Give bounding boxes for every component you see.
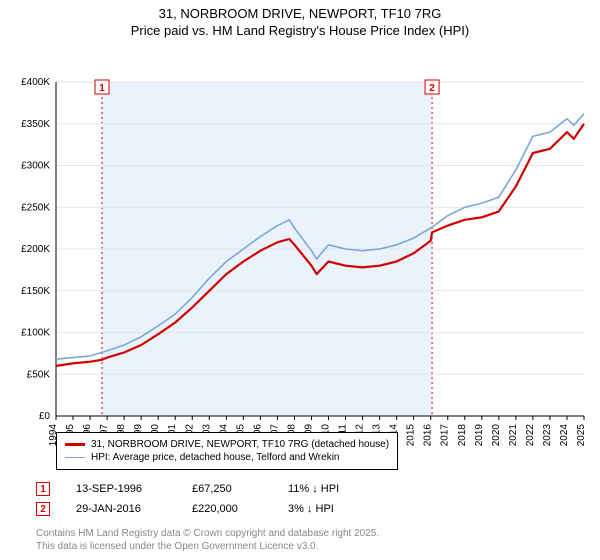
svg-text:£300K: £300K [21, 161, 50, 172]
transaction-marker-2: 2 [36, 502, 50, 516]
svg-text:2025: 2025 [576, 424, 587, 447]
svg-text:1: 1 [99, 83, 105, 94]
footer-line-2: This data is licensed under the Open Gov… [36, 541, 379, 554]
svg-text:£150K: £150K [21, 286, 50, 297]
svg-text:£50K: £50K [27, 369, 51, 380]
transaction-date-1: 13-SEP-1996 [76, 483, 166, 495]
legend-swatch-1 [65, 457, 85, 459]
price-chart: £0 £50K £100K £150K £200K £250K £300K £350K £400… [0, 38, 600, 464]
chart-title-block: 31, NORBROOM DRIVE, NEWPORT, TF10 7RG Pr… [0, 0, 600, 38]
svg-text:2024: 2024 [559, 424, 570, 447]
legend: 31, NORBROOM DRIVE, NEWPORT, TF10 7RG (d… [56, 432, 398, 470]
transaction-marker-1: 1 [36, 482, 50, 496]
legend-swatch-0 [65, 443, 85, 445]
transaction-date-2: 29-JAN-2016 [76, 503, 166, 515]
legend-label-0: 31, NORBROOM DRIVE, NEWPORT, TF10 7RG (d… [91, 439, 389, 450]
transaction-row-2: 2 29-JAN-2016 £220,000 3% ↓ HPI [36, 502, 388, 516]
svg-text:2021: 2021 [508, 424, 519, 447]
legend-row-1: HPI: Average price, detached house, Telf… [65, 452, 389, 463]
svg-text:2016: 2016 [423, 424, 434, 447]
svg-text:2: 2 [429, 83, 435, 94]
svg-text:£250K: £250K [21, 202, 50, 213]
transaction-price-2: £220,000 [192, 503, 262, 515]
svg-text:£400K: £400K [21, 77, 50, 88]
transaction-price-1: £67,250 [192, 483, 262, 495]
transaction-vs-hpi-2: 3% ↓ HPI [288, 503, 388, 515]
transaction-row-1: 1 13-SEP-1996 £67,250 11% ↓ HPI [36, 482, 388, 496]
data-attribution: Contains HM Land Registry data © Crown c… [36, 528, 379, 553]
svg-text:2022: 2022 [525, 424, 536, 447]
svg-text:2023: 2023 [542, 424, 553, 447]
svg-text:2018: 2018 [457, 424, 468, 447]
svg-text:£200K: £200K [21, 244, 50, 255]
legend-label-1: HPI: Average price, detached house, Telf… [91, 452, 340, 463]
footer-line-1: Contains HM Land Registry data © Crown c… [36, 528, 379, 541]
transactions-table: 1 13-SEP-1996 £67,250 11% ↓ HPI 2 29-JAN-2016… [36, 476, 388, 522]
title-line-2: Price paid vs. HM Land Registry's House … [0, 23, 600, 38]
svg-text:£100K: £100K [21, 328, 50, 339]
transaction-vs-hpi-1: 11% ↓ HPI [288, 483, 388, 495]
svg-text:£350K: £350K [21, 119, 50, 130]
svg-text:2019: 2019 [474, 424, 485, 447]
svg-text:2017: 2017 [440, 424, 451, 447]
legend-row-0: 31, NORBROOM DRIVE, NEWPORT, TF10 7RG (d… [65, 439, 389, 450]
title-line-1: 31, NORBROOM DRIVE, NEWPORT, TF10 7RG [0, 6, 600, 21]
svg-text:£0: £0 [39, 411, 51, 422]
svg-text:2015: 2015 [406, 424, 417, 447]
svg-text:2020: 2020 [491, 424, 502, 447]
